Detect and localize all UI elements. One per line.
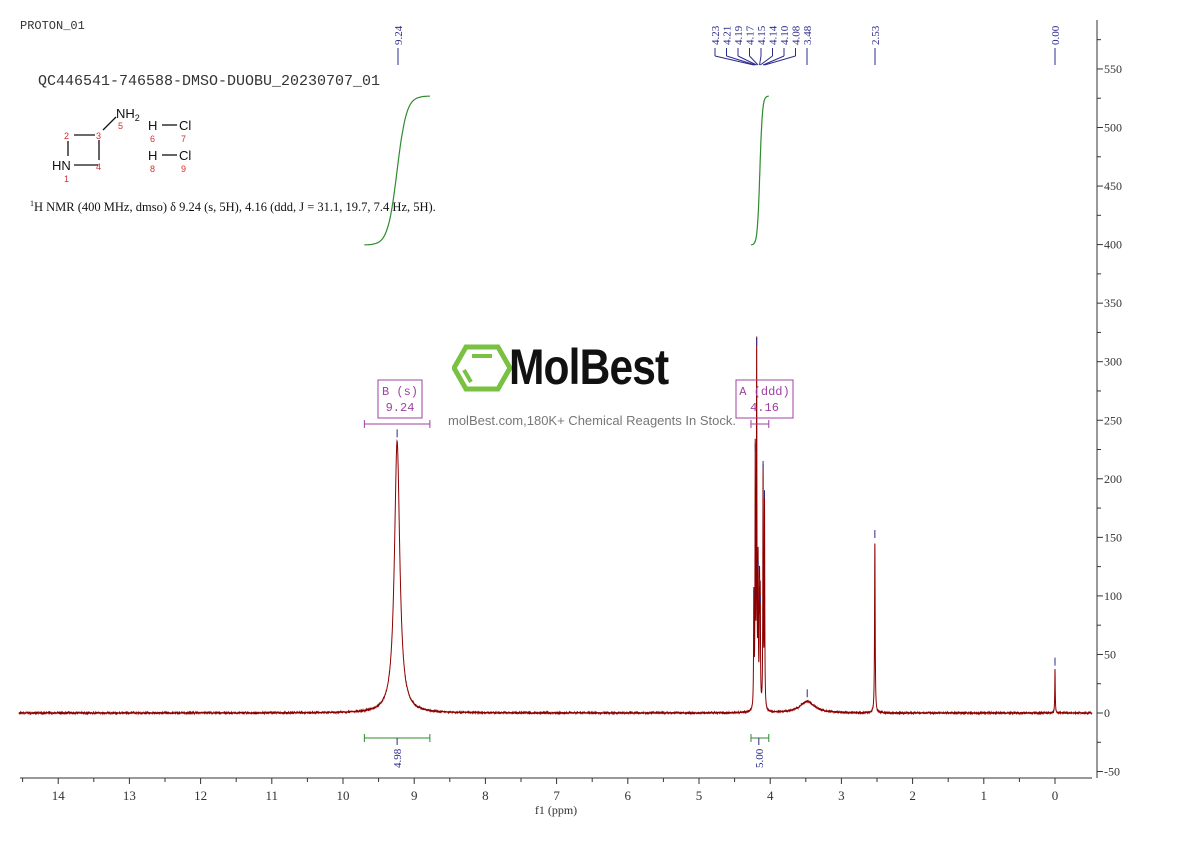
x-tick-label: 13 [123,788,136,803]
sample-id: QC446541-746588-DMSO-DUOBU_20230707_01 [38,73,381,90]
peak-label: 4.17 [745,25,757,45]
chemical-structure: NH2 HN H Cl H Cl 1 2 3 4 5 6 7 8 9 [52,106,191,184]
bond [102,116,117,131]
y-tick-label: 500 [1104,121,1122,135]
x-axis-label: f1 (ppm) [535,803,577,817]
peak-label: 2.53 [870,25,882,45]
x-tick-label: 4 [767,788,774,803]
peak-label-line [762,55,785,66]
x-tick-label: 14 [52,788,66,803]
watermark-tagline: molBest.com,180K+ Chemical Reagents In S… [448,413,736,428]
atom-number: 2 [64,131,69,141]
peak-label: 4.10 [779,25,791,45]
atom-number: 8 [150,164,155,174]
peak-label-line [749,55,759,66]
multiplet-box [735,379,794,419]
atom-number: 9 [181,164,186,174]
peak-label-line [759,55,773,66]
atom-h: H [148,148,157,163]
x-tick-label: 7 [553,788,560,803]
integral-value: 4.98 [392,748,404,768]
experiment-name: PROTON_01 [20,19,85,33]
atom-nh2: NH2 [116,106,140,123]
spectrum-line [18,336,1093,716]
atom-number: 7 [181,134,186,144]
atom-number: 4 [96,162,101,172]
peak-label-line [726,55,756,66]
multiplet-box [377,379,423,419]
atom-number: 5 [118,121,123,131]
nmr-summary: 1H NMR (400 MHz, dmso) δ 9.24 (s, 5H), 4… [30,199,436,215]
atom-cl: Cl [179,148,191,163]
x-tick-label: 1 [981,788,988,803]
x-tick-label: 0 [1052,788,1059,803]
multiplet-shift: 9.24 [386,401,415,415]
y-tick-label: 400 [1104,238,1122,252]
x-tick-label: 5 [696,788,703,803]
y-tick-label: 300 [1104,355,1122,369]
peak-label: 9.24 [393,25,405,45]
atom-cl: Cl [179,118,191,133]
peak-label: 4.15 [756,25,768,45]
x-tick-label: 10 [337,788,350,803]
y-tick-label: 350 [1104,296,1122,310]
y-tick-label: -50 [1104,765,1120,779]
peak-label: 4.21 [722,26,734,45]
peak-label: 4.14 [768,25,780,45]
y-tick-label: 250 [1104,413,1122,427]
y-tick-label: 50 [1104,647,1116,661]
y-tick-label: 0 [1104,706,1110,720]
multiplet-label: A (ddd) [739,385,789,399]
peak-label-line [714,55,754,66]
y-tick-label: 100 [1104,589,1122,603]
integral-curve [364,95,430,246]
multiplet-shift: 4.16 [750,401,779,415]
y-tick-label: 200 [1104,472,1122,486]
atom-number: 1 [64,174,69,184]
peak-label: 4.08 [791,25,803,45]
peak-label: 3.48 [802,25,814,45]
y-tick-label: 550 [1104,62,1122,76]
x-tick-label: 9 [411,788,418,803]
peak-label-line [737,55,757,66]
x-tick-label: 2 [909,788,916,803]
atom-number: 6 [150,134,155,144]
y-tick-label: 450 [1104,179,1122,193]
multiplet-label: B (s) [382,385,418,399]
atom-h: H [148,118,157,133]
watermark-brand: MolBest [509,339,669,395]
integral-curve [750,95,769,246]
peak-label: 4.19 [733,25,745,45]
peak-label-line [764,55,796,66]
peak-label: 0.00 [1050,25,1062,45]
y-tick-label: 150 [1104,530,1122,544]
x-tick-label: 3 [838,788,845,803]
x-tick-label: 12 [194,788,207,803]
x-tick-label: 8 [482,788,489,803]
integral-value: 5.00 [754,748,766,768]
x-tick-label: 6 [625,788,632,803]
atom-hn: HN [52,158,71,173]
atom-number: 3 [96,131,101,141]
x-tick-label: 11 [266,788,279,803]
peak-label-line [759,55,762,66]
peak-label: 4.23 [710,25,722,45]
molbest-logo-icon [452,344,512,392]
